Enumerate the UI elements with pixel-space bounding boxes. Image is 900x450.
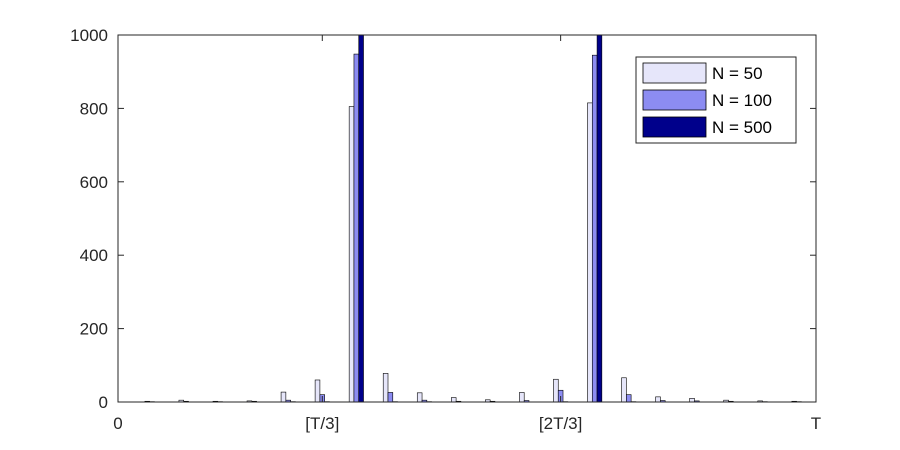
y-tick-label: 1000 [70, 26, 108, 45]
bar-2-5 [285, 399, 291, 402]
y-tick-label: 600 [80, 173, 108, 192]
bar-1-12 [519, 392, 525, 402]
legend-label-1: N = 50 [712, 64, 763, 83]
bar-1-5 [280, 391, 287, 402]
legend-swatch-3 [642, 116, 707, 138]
x-tick-label: T [811, 414, 821, 433]
bar-3-7 [358, 35, 364, 402]
legend: N = 50 N = 100 N = 500 [635, 56, 797, 144]
bar-1-13 [553, 378, 559, 402]
legend-swatch-2 [642, 89, 707, 111]
x-tick-label: [T/3] [305, 414, 339, 433]
y-tick-label: 400 [80, 246, 108, 265]
y-tick-label: 800 [80, 99, 108, 118]
legend-swatch-1 [642, 62, 707, 84]
x-tick-label: [2T/3] [539, 414, 582, 433]
tick-labels-layer: 0 200 400 600 800 1000 0 [T/3] [2T/3] T [70, 26, 821, 433]
bar-2-9 [421, 399, 428, 402]
bar-1-7 [348, 106, 355, 402]
bar-1-10 [451, 397, 457, 402]
axes-box [117, 34, 817, 403]
bar-1-16 [655, 396, 661, 402]
ticks-layer [117, 34, 817, 403]
legend-label-2: N = 100 [712, 91, 772, 110]
bar-1-17 [689, 398, 695, 402]
bar-1-15 [621, 377, 627, 402]
legend-label-3: N = 500 [712, 118, 772, 137]
bar-2-7 [353, 53, 360, 402]
y-tick-label: 0 [99, 393, 108, 412]
bars-layer [144, 35, 807, 402]
x-tick-label: 0 [113, 414, 122, 433]
bar-1-6 [314, 379, 321, 402]
bar-2-14 [591, 54, 598, 402]
bar-1-8 [382, 373, 389, 402]
bar-3-14 [596, 35, 603, 402]
y-tick-label: 200 [80, 320, 108, 339]
bar-2-8 [387, 392, 394, 402]
bar-1-14 [587, 102, 593, 402]
bar-1-9 [416, 392, 423, 402]
bar-2-15 [626, 394, 632, 402]
